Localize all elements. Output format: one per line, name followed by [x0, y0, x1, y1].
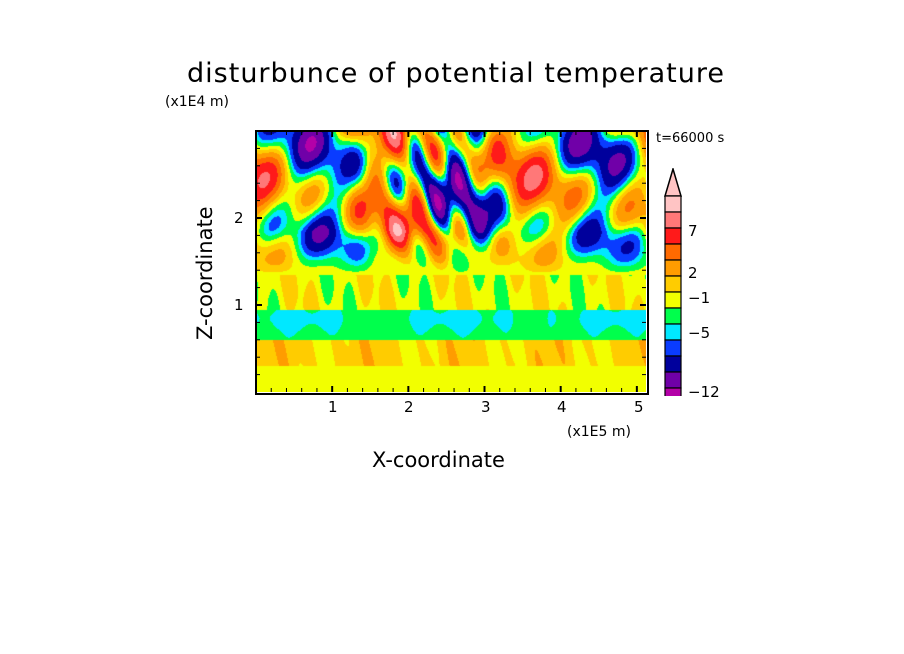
- x-tick-label: 4: [557, 398, 567, 416]
- colorbar-label: 7: [688, 222, 698, 240]
- colorbar-band: [664, 211, 682, 229]
- x-axis-label: X-coordinate: [372, 448, 505, 472]
- chart-title: disturbunce of potential temperature: [0, 58, 904, 89]
- y-tick-label: 2: [234, 209, 244, 227]
- colorbar-band: [664, 259, 682, 277]
- colorbar-band: [664, 275, 682, 293]
- colorbar-extend-arrow: [663, 168, 683, 197]
- y-tick-label: 1: [234, 296, 244, 314]
- x-tick-label: 5: [634, 398, 644, 416]
- colorbar-band: [664, 339, 682, 357]
- colorbar-band: [664, 355, 682, 373]
- colorbar-label: 2: [688, 264, 698, 282]
- x-tick-label: 3: [481, 398, 491, 416]
- contour-field: [256, 131, 646, 392]
- colorbar-label: −1: [688, 289, 711, 307]
- colorbar-band: [664, 387, 682, 396]
- colorbar-band: [664, 323, 682, 341]
- y-axis-unit: (x1E4 m): [165, 94, 229, 110]
- colorbar-band: [664, 227, 682, 245]
- x-axis-unit: (x1E5 m): [567, 424, 631, 440]
- plot-area: [256, 131, 646, 392]
- colorbar: [663, 168, 683, 396]
- chart-title-text: disturbunce of potential temperature: [187, 58, 725, 89]
- colorbar-band: [664, 291, 682, 309]
- x-tick-label: 2: [404, 398, 414, 416]
- colorbar-label: −5: [688, 324, 711, 342]
- colorbar-band: [664, 243, 682, 261]
- x-tick-label: 1: [328, 398, 338, 416]
- colorbar-band: [664, 195, 682, 213]
- colorbar-band: [664, 371, 682, 389]
- colorbar-band: [664, 307, 682, 325]
- time-annotation: t=66000 s: [656, 131, 725, 146]
- plot-frame: [255, 130, 649, 395]
- colorbar-label: −12: [688, 383, 720, 401]
